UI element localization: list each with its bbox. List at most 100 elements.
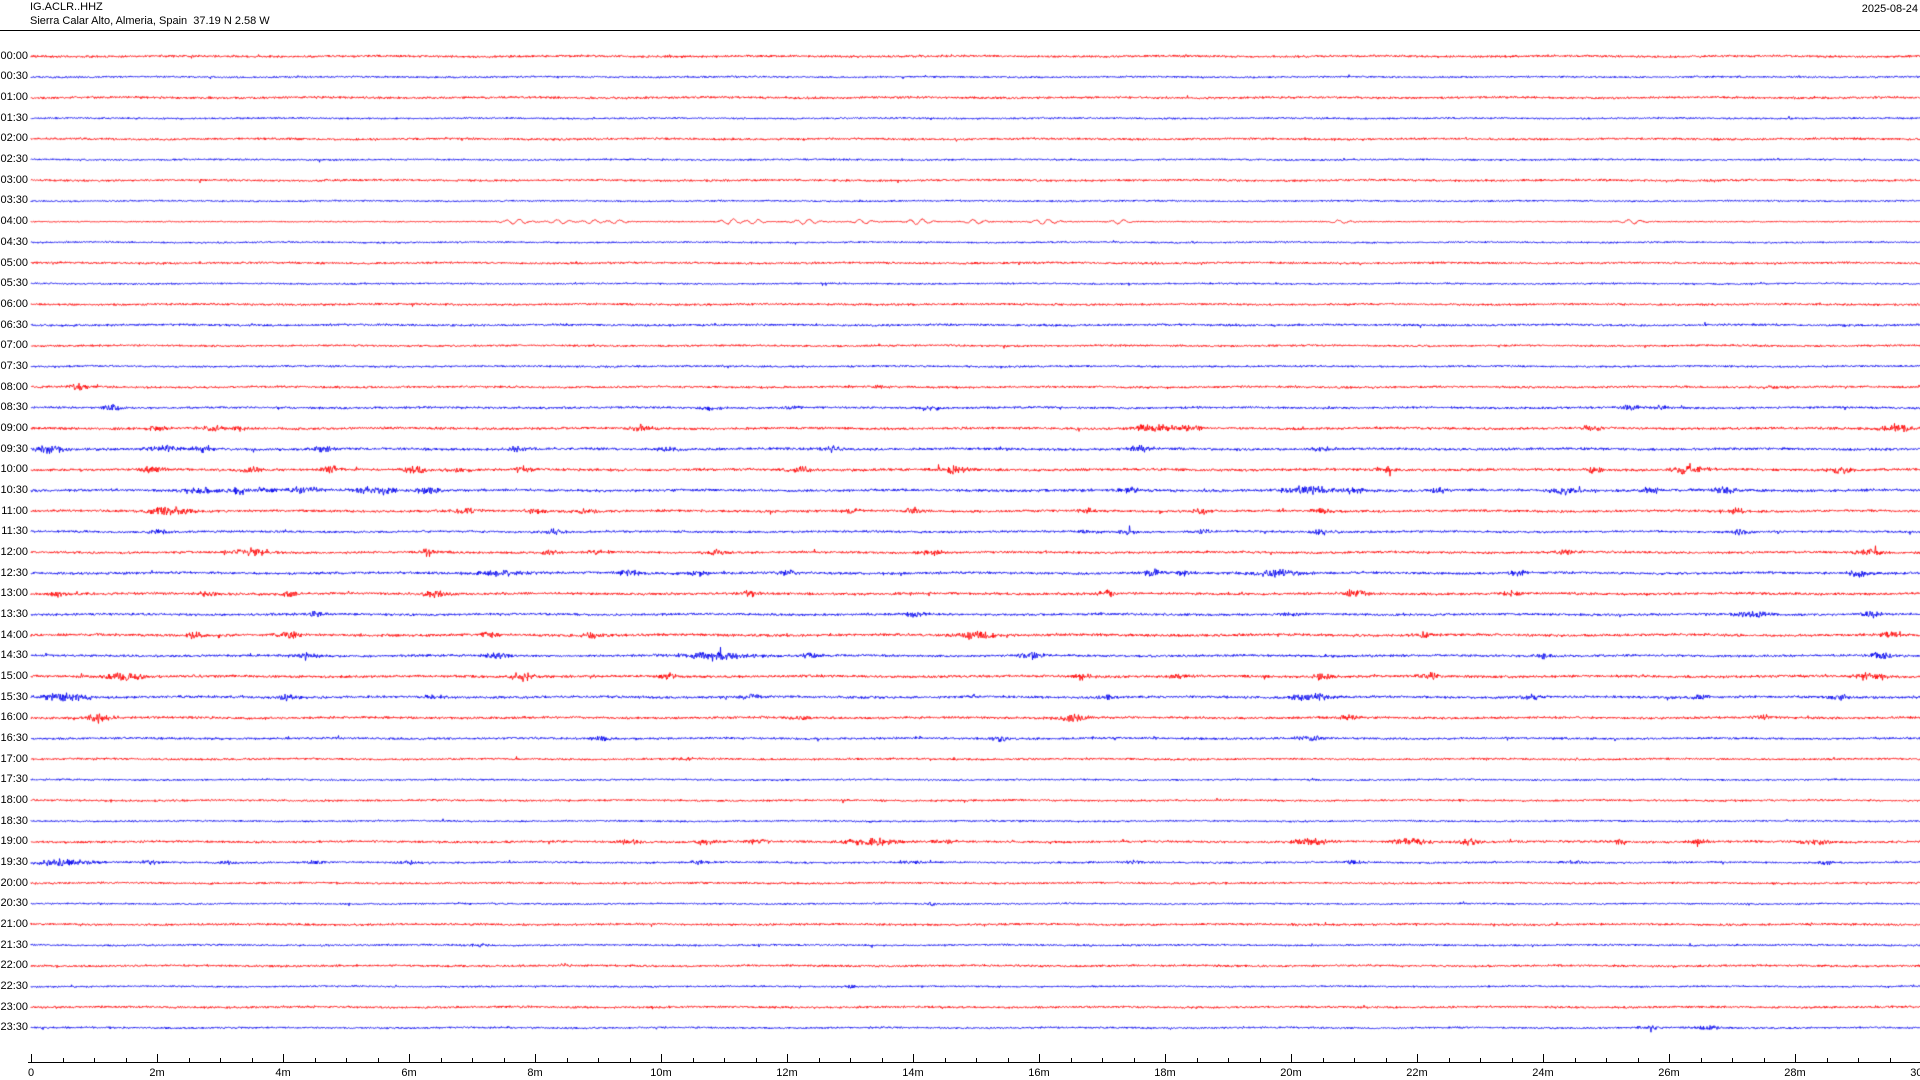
time-label: 21:30 xyxy=(0,938,28,951)
x-major-tick xyxy=(535,1054,536,1062)
x-minor-tick xyxy=(976,1058,977,1062)
x-minor-tick xyxy=(1574,1058,1576,1062)
x-minor-tick xyxy=(1763,1058,1765,1062)
x-minor-tick xyxy=(1007,1058,1009,1062)
time-label: 12:00 xyxy=(0,545,28,558)
x-minor-tick xyxy=(1133,1058,1135,1062)
x-minor-tick xyxy=(220,1058,221,1062)
x-minor-tick xyxy=(566,1058,568,1062)
time-label: 22:30 xyxy=(0,979,28,992)
x-minor-tick xyxy=(1322,1058,1324,1062)
time-label: 08:30 xyxy=(0,401,28,414)
time-label: 04:30 xyxy=(0,235,28,248)
time-label: 04:00 xyxy=(0,215,28,228)
x-minor-tick xyxy=(1606,1058,1607,1062)
x-minor-tick xyxy=(1858,1058,1859,1062)
x-minor-tick xyxy=(440,1058,442,1062)
x-minor-tick xyxy=(724,1058,725,1062)
x-minor-tick xyxy=(1511,1058,1513,1062)
time-label: 02:00 xyxy=(0,132,28,145)
x-major-tick xyxy=(1543,1054,1544,1062)
x-minor-tick xyxy=(1070,1058,1072,1062)
time-label: 23:00 xyxy=(0,1000,28,1013)
x-minor-tick xyxy=(125,1058,127,1062)
time-label: 00:00 xyxy=(0,49,28,62)
x-major-tick xyxy=(787,1054,788,1062)
x-tick-label: 0 xyxy=(27,1067,35,1079)
x-tick-label: 30m xyxy=(1910,1067,1920,1079)
time-label: 10:00 xyxy=(0,463,28,476)
x-minor-tick xyxy=(1448,1058,1450,1062)
x-major-tick xyxy=(1669,1054,1670,1062)
x-minor-tick xyxy=(1102,1058,1103,1062)
x-minor-tick xyxy=(1826,1058,1828,1062)
x-minor-tick xyxy=(472,1058,473,1062)
time-label: 14:30 xyxy=(0,649,28,662)
time-label: 18:30 xyxy=(0,814,28,827)
x-minor-tick xyxy=(944,1058,946,1062)
x-minor-tick xyxy=(314,1058,316,1062)
x-tick-label: 2m xyxy=(149,1067,165,1079)
time-label: 00:30 xyxy=(0,70,28,83)
time-label: 19:30 xyxy=(0,855,28,868)
x-minor-tick xyxy=(1889,1058,1891,1062)
x-minor-tick xyxy=(1732,1058,1733,1062)
x-minor-tick xyxy=(188,1058,190,1062)
time-label: 15:30 xyxy=(0,690,28,703)
x-minor-tick xyxy=(850,1058,851,1062)
time-label: 15:00 xyxy=(0,669,28,682)
time-label: 13:00 xyxy=(0,587,28,600)
x-minor-tick xyxy=(755,1058,757,1062)
x-minor-tick xyxy=(1385,1058,1387,1062)
time-label: 11:00 xyxy=(1,504,28,517)
time-label: 09:30 xyxy=(0,442,28,455)
time-label: 19:00 xyxy=(0,835,28,848)
x-axis-line xyxy=(28,1062,1920,1063)
x-tick-label: 10m xyxy=(650,1067,672,1079)
x-major-tick xyxy=(661,1054,662,1062)
x-tick-label: 8m xyxy=(527,1067,543,1079)
time-label: 11:30 xyxy=(1,525,28,538)
x-major-tick xyxy=(157,1054,158,1062)
x-minor-tick xyxy=(629,1058,631,1062)
x-tick-label: 28m xyxy=(1784,1067,1806,1079)
x-major-tick xyxy=(1417,1054,1418,1062)
x-tick-label: 16m xyxy=(1028,1067,1050,1079)
time-label: 03:00 xyxy=(0,173,28,186)
x-minor-tick xyxy=(94,1058,95,1062)
x-major-tick xyxy=(1291,1054,1292,1062)
time-label: 16:30 xyxy=(0,731,28,744)
time-label: 02:30 xyxy=(0,153,28,166)
time-label: 01:30 xyxy=(0,111,28,124)
x-tick-label: 22m xyxy=(1406,1067,1428,1079)
x-minor-tick xyxy=(251,1058,253,1062)
x-major-tick xyxy=(1039,1054,1040,1062)
time-label: 20:00 xyxy=(0,876,28,889)
time-label: 07:00 xyxy=(0,339,28,352)
x-minor-tick xyxy=(503,1058,505,1062)
time-label: 18:00 xyxy=(0,793,28,806)
x-major-tick xyxy=(1795,1054,1796,1062)
x-major-tick xyxy=(31,1054,32,1062)
x-tick-label: 26m xyxy=(1658,1067,1680,1079)
x-minor-tick xyxy=(1354,1058,1355,1062)
x-minor-tick xyxy=(1196,1058,1198,1062)
time-label: 10:30 xyxy=(0,483,28,496)
time-label: 17:00 xyxy=(0,752,28,765)
time-label: 05:30 xyxy=(0,277,28,290)
x-major-tick xyxy=(913,1054,914,1062)
time-label: 22:00 xyxy=(0,959,28,972)
x-minor-tick xyxy=(1700,1058,1702,1062)
x-major-tick xyxy=(1165,1054,1166,1062)
time-label: 17:30 xyxy=(0,773,28,786)
x-minor-tick xyxy=(62,1058,64,1062)
time-label: 03:30 xyxy=(0,194,28,207)
time-label: 13:30 xyxy=(0,607,28,620)
time-label: 06:00 xyxy=(0,297,28,310)
x-tick-label: 12m xyxy=(776,1067,798,1079)
x-minor-tick xyxy=(346,1058,347,1062)
x-tick-label: 14m xyxy=(902,1067,924,1079)
x-tick-label: 6m xyxy=(401,1067,417,1079)
x-minor-tick xyxy=(1637,1058,1639,1062)
